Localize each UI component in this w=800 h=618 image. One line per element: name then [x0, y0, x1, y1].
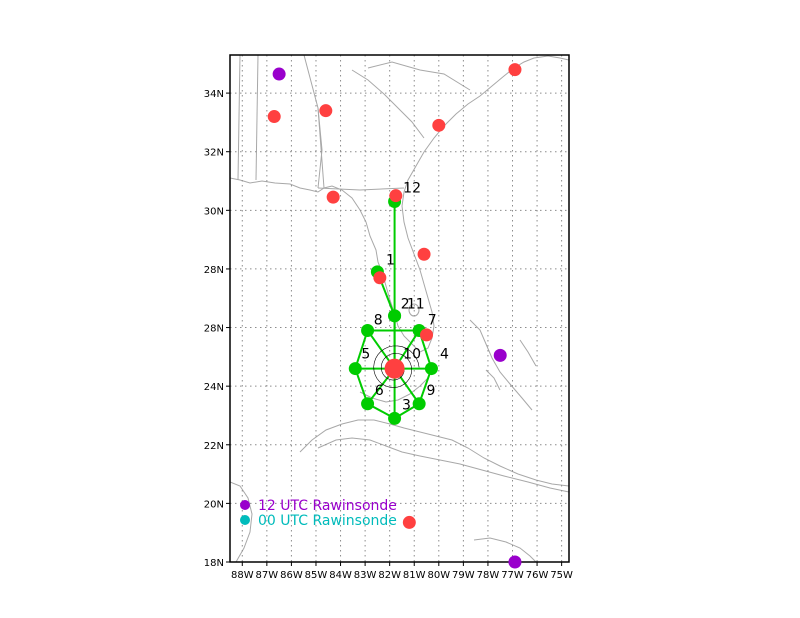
tick-label-lat: 32N: [204, 148, 224, 159]
tick-label-lon: 78W: [477, 570, 500, 581]
center-marker: [384, 358, 405, 379]
tick-label-lat: 22N: [204, 441, 224, 452]
cuba-south: [317, 437, 569, 493]
state-border-al-ga: [303, 55, 323, 189]
track-label: 1: [386, 253, 395, 269]
track-label: 5: [361, 346, 370, 362]
purple-observations: [272, 67, 522, 569]
observation-point: [326, 190, 340, 204]
tick-label-lon: 79W: [452, 570, 475, 581]
cuba: [299, 419, 569, 487]
track-label: 12: [403, 181, 421, 197]
rawinsonde-point: [493, 348, 507, 362]
state-border-ms-al: [237, 55, 241, 181]
track-point: [361, 397, 375, 411]
tick-label-lat: 24N: [204, 382, 224, 393]
legend: 12 UTC Rawinsonde 00 UTC Rawinsonde: [240, 498, 397, 529]
tick-label-lon: 88W: [231, 570, 254, 581]
track-label: 2: [401, 297, 410, 313]
tick-label-lat: 34N: [204, 89, 224, 100]
tick-label-lon: 83W: [354, 570, 377, 581]
tick-label-lon: 87W: [256, 570, 279, 581]
track-point: [412, 397, 426, 411]
tick-label-lon: 84W: [329, 570, 352, 581]
track-point: [361, 323, 375, 337]
observation-point: [402, 515, 416, 529]
track-label: 3: [402, 398, 411, 414]
observation-point: [417, 247, 431, 261]
track-point: [424, 362, 438, 376]
legend-label-12utc: 12 UTC Rawinsonde: [258, 498, 397, 514]
bahamas-3: [519, 339, 537, 367]
track-point: [388, 411, 402, 425]
track-label: 11: [407, 297, 425, 313]
rawinsonde-point: [508, 555, 522, 569]
state-border-ga-sc: [351, 69, 425, 139]
track-label: 7: [428, 313, 437, 329]
track-segment: [354, 330, 369, 369]
track-label: 4: [440, 346, 449, 362]
tick-label-lon: 86W: [280, 570, 303, 581]
plot-area: [230, 55, 569, 562]
tick-label-lon: 77W: [501, 570, 524, 581]
tick-label-lon: 81W: [403, 570, 426, 581]
red-observations: [267, 63, 522, 529]
tick-label-lat: 30N: [204, 206, 224, 217]
state-border-al-fl: [255, 55, 259, 181]
observation-point: [267, 110, 281, 124]
yucatan: [230, 481, 253, 562]
tick-label-lat: 28N: [204, 265, 224, 276]
tick-label-lat: 20N: [204, 499, 224, 510]
observation-point: [389, 189, 403, 203]
state-border-ga-fl-south: [317, 187, 405, 191]
center-point: [384, 358, 405, 379]
coastline-layer: [230, 55, 569, 562]
observation-point: [319, 104, 333, 118]
track-label: 9: [427, 383, 436, 399]
observation-point: [373, 271, 387, 285]
tick-label-lon: 76W: [526, 570, 549, 581]
rawinsonde-point: [272, 67, 286, 81]
tick-label-lon: 82W: [378, 570, 401, 581]
legend-marker-00utc: [240, 515, 250, 525]
tick-label-lat: 28N: [204, 324, 224, 335]
tick-label-lon: 80W: [427, 570, 450, 581]
track-point: [348, 362, 362, 376]
legend-label-00utc: 00 UTC Rawinsonde: [258, 513, 397, 529]
plot-frame: [229, 54, 570, 563]
track-label: 8: [374, 313, 383, 329]
track-label: 10: [403, 346, 421, 362]
bahamas-2: [485, 369, 501, 391]
axis-layer: 88W 87W 86W 85W 84W 83W 82W 81W 80W 79W 78W 77W 76W 7…: [204, 89, 573, 581]
tick-label-lon: 75W: [550, 570, 573, 581]
legend-marker-12utc: [240, 500, 250, 510]
observation-point: [508, 63, 522, 77]
state-border-sc-nc: [367, 61, 471, 91]
track-label: 6: [375, 383, 384, 399]
observation-point: [420, 328, 434, 342]
observation-point: [432, 118, 446, 132]
bahamas: [469, 319, 533, 411]
tick-label-lon: 85W: [305, 570, 328, 581]
tick-label-lat: 18N: [204, 558, 224, 569]
track-point: [388, 309, 402, 323]
